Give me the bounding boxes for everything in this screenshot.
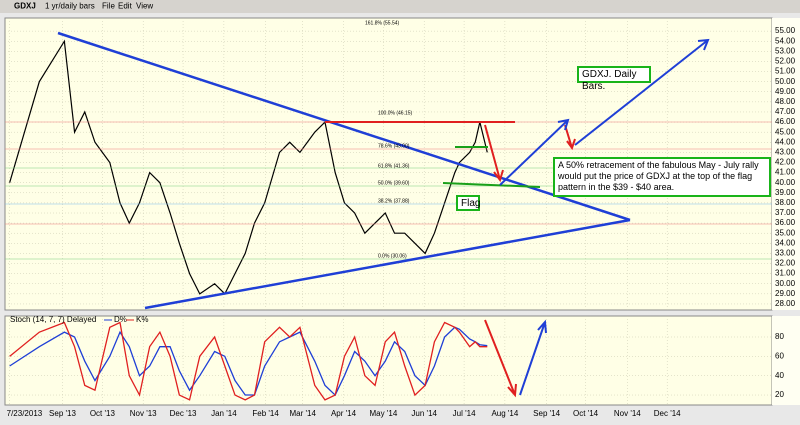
price-axis	[772, 18, 800, 310]
y-tick-label: 52.00	[775, 57, 796, 66]
y-tick-label: 40.00	[775, 178, 796, 187]
y-tick-label: 60	[775, 351, 784, 360]
indicator-title: Stoch (14, 7, 7) Delayed	[10, 315, 96, 324]
x-tick-label: 7/23/2013	[7, 409, 43, 418]
y-tick-label: 50.00	[775, 77, 796, 86]
fib-label: 78.6% (43.00)	[378, 143, 410, 149]
y-tick-label: 34.00	[775, 238, 796, 247]
legend-label: D%	[114, 315, 127, 324]
y-tick-label: 54.00	[775, 36, 796, 45]
menu-item[interactable]: View	[136, 2, 153, 11]
x-tick-label: Sep '13	[49, 409, 76, 418]
symbol: GDXJ	[14, 2, 36, 11]
y-tick-label: 49.00	[775, 87, 796, 96]
y-tick-label: 30.00	[775, 279, 796, 288]
arrow	[499, 118, 570, 186]
y-tick-label: 53.00	[775, 46, 796, 55]
x-tick-label: Aug '14	[491, 409, 518, 418]
y-tick-label: 51.00	[775, 67, 796, 76]
y-tick-label: 39.00	[775, 188, 796, 197]
x-tick-label: Mar '14	[289, 409, 316, 418]
y-tick-label: 41.00	[775, 168, 796, 177]
note-box: Flag	[456, 195, 480, 211]
fib-label: 61.8% (41.36)	[378, 163, 410, 169]
fib-label: 50.0% (39.60)	[378, 180, 410, 186]
y-tick-label: 36.00	[775, 218, 796, 227]
x-tick-label: Dec '14	[654, 409, 681, 418]
menu-item[interactable]: File	[102, 2, 115, 11]
note-box: GDXJ. Daily Bars.	[577, 66, 651, 92]
y-tick-label: 55.00	[775, 26, 796, 35]
x-tick-label: Sep '14	[533, 409, 560, 418]
y-tick-label: 40	[775, 371, 784, 380]
y-tick-label: 46.00	[775, 117, 796, 126]
y-tick-label: 31.00	[775, 269, 796, 278]
legend-label: K%	[136, 315, 148, 324]
fib-label: 161.8% (55.54)	[365, 20, 400, 26]
x-tick-label: Jan '14	[211, 409, 237, 418]
y-tick-label: 29.00	[775, 289, 796, 298]
y-tick-label: 35.00	[775, 228, 796, 237]
trend-line	[57, 31, 631, 222]
y-tick-label: 48.00	[775, 97, 796, 106]
y-tick-label: 32.00	[775, 259, 796, 268]
y-tick-label: 80	[775, 332, 784, 341]
x-tick-label: Jun '14	[411, 409, 437, 418]
y-tick-label: 42.00	[775, 158, 796, 167]
y-tick-label: 38.00	[775, 198, 796, 207]
y-tick-label: 37.00	[775, 208, 796, 217]
y-tick-label: 28.00	[775, 299, 796, 308]
fib-label: 100.0% (46.15)	[378, 110, 413, 116]
series-line	[9, 39, 488, 295]
x-tick-label: Dec '13	[170, 409, 197, 418]
arrow	[519, 319, 547, 396]
y-tick-label: 43.00	[775, 147, 796, 156]
x-tick-label: Feb '14	[252, 409, 279, 418]
arrow	[574, 38, 710, 146]
fib-label: 38.2% (37.88)	[378, 198, 410, 204]
x-tick-label: Apr '14	[331, 409, 357, 418]
arrow	[484, 319, 517, 398]
y-tick-label: 44.00	[775, 137, 796, 146]
stoch-panel	[4, 315, 773, 406]
note-box: A 50% retracement of the fabulous May - …	[553, 157, 771, 197]
x-tick-label: Oct '14	[573, 409, 599, 418]
menu-item[interactable]: Edit	[118, 2, 133, 11]
y-tick-label: 47.00	[775, 107, 796, 116]
x-tick-label: Jul '14	[453, 409, 476, 418]
series-line	[9, 321, 488, 401]
period[interactable]: 1 yr/daily bars	[45, 2, 95, 11]
y-tick-label: 33.00	[775, 249, 796, 258]
x-tick-label: Nov '13	[130, 409, 157, 418]
x-tick-label: Oct '13	[90, 409, 116, 418]
arrow	[484, 124, 504, 183]
flag-line	[442, 182, 541, 188]
toolbar	[0, 0, 800, 13]
trend-line	[144, 218, 631, 310]
x-tick-label: May '14	[370, 409, 398, 418]
fib-label: 0.0% (30.06)	[378, 253, 407, 259]
x-tick-label: Nov '14	[614, 409, 641, 418]
stoch-axis	[772, 316, 800, 405]
y-tick-label: 45.00	[775, 127, 796, 136]
y-tick-label: 20	[775, 390, 784, 399]
